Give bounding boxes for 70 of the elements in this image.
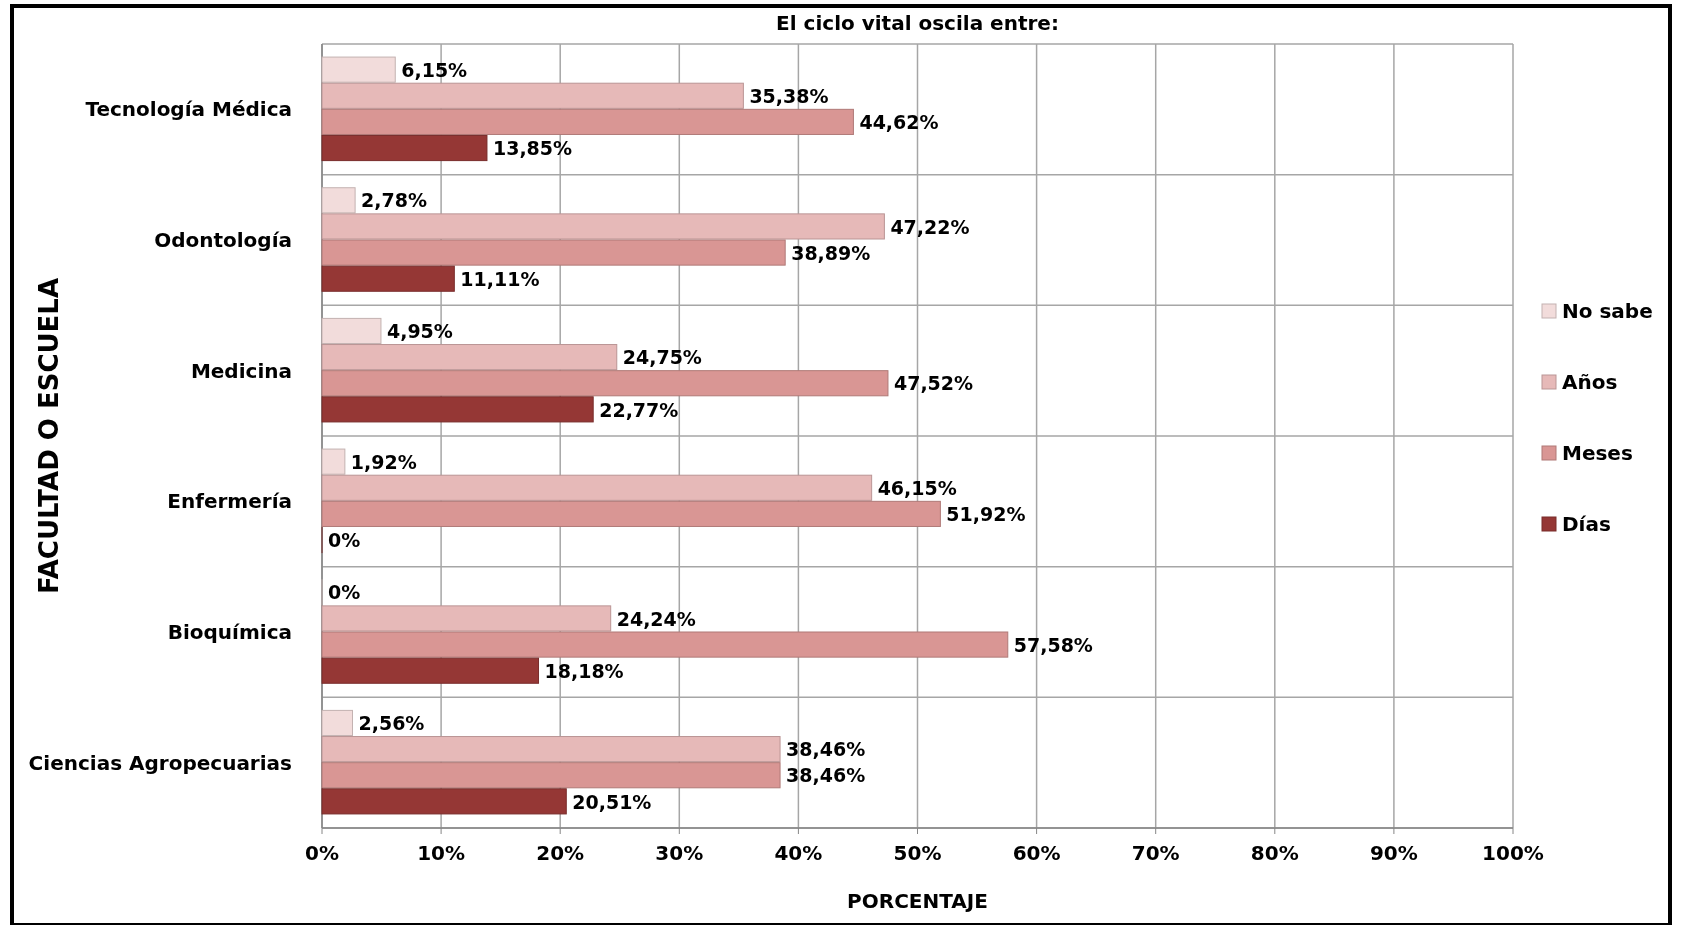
data-label: 1,92% <box>350 450 417 473</box>
bar <box>321 82 744 109</box>
bar <box>321 108 854 135</box>
bar <box>321 736 781 763</box>
data-label: 18,18% <box>544 659 624 682</box>
bar <box>321 213 885 240</box>
x-tick-label: 20% <box>536 841 585 865</box>
data-label: 2,56% <box>358 712 425 735</box>
bar <box>321 344 618 371</box>
data-label: 46,15% <box>877 476 957 499</box>
bar <box>321 265 455 292</box>
x-tick-label: 50% <box>893 841 942 865</box>
data-label: 35,38% <box>749 84 829 107</box>
data-label: 20,51% <box>572 790 652 813</box>
bar <box>321 187 356 214</box>
bar <box>321 134 488 162</box>
bar <box>321 788 567 815</box>
data-label: 47,52% <box>893 372 974 395</box>
y-tick-label: Medicina <box>190 358 292 383</box>
bar <box>321 448 346 475</box>
data-label: 6,15% <box>401 58 468 81</box>
bar <box>321 657 540 684</box>
y-tick-label: Tecnología Médica <box>85 97 292 122</box>
data-label: 57,58% <box>1013 633 1093 656</box>
x-tick-label: 0% <box>305 841 339 865</box>
data-label: 0% <box>328 529 361 552</box>
data-label: 22,77% <box>599 398 679 421</box>
data-label: 4,95% <box>386 320 453 343</box>
x-tick-label: 90% <box>1369 841 1418 865</box>
legend-label: Años <box>1562 370 1618 394</box>
bar <box>321 605 612 632</box>
data-label: 2,78% <box>361 189 428 212</box>
bar <box>321 239 786 266</box>
bar <box>321 370 889 397</box>
bar <box>321 631 1009 658</box>
data-label: 51,92% <box>946 503 1026 526</box>
bar <box>321 317 382 345</box>
data-label: 11,11% <box>460 267 540 290</box>
x-tick-label: 70% <box>1131 841 1180 865</box>
bar <box>321 396 594 423</box>
data-label: 38,46% <box>786 738 866 761</box>
x-tick-label: 60% <box>1012 841 1061 865</box>
y-tick-label: Odontología <box>154 228 292 252</box>
data-label: 44,62% <box>859 111 939 134</box>
x-tick-label: 40% <box>774 841 823 865</box>
data-label: 24,24% <box>616 607 696 630</box>
y-tick-label: Ciencias Agropecuarias <box>28 750 292 775</box>
data-label: 13,85% <box>492 137 573 160</box>
chart-title: El ciclo vital oscila entre: <box>776 11 1059 35</box>
bar <box>321 500 941 527</box>
y-axis-title: FACULTAD O ESCUELA <box>34 277 64 595</box>
x-axis-title: PORCENTAJE <box>847 889 988 913</box>
bar <box>321 762 781 789</box>
legend-label: No sabe <box>1562 299 1653 323</box>
data-label: 47,22% <box>890 215 970 238</box>
data-label: 0% <box>328 581 361 604</box>
bar <box>321 56 396 83</box>
data-label: 38,46% <box>786 764 866 787</box>
bar <box>321 474 873 501</box>
data-label: 24,75% <box>622 346 702 369</box>
x-tick-label: 100% <box>1482 841 1544 865</box>
data-label: 38,89% <box>791 241 871 264</box>
legend-label: Días <box>1562 512 1611 536</box>
y-tick-label: Enfermería <box>167 489 292 514</box>
bar <box>321 709 353 737</box>
x-tick-label: 10% <box>417 841 466 865</box>
y-tick-label: Bioquímica <box>167 620 292 644</box>
x-tick-label: 30% <box>655 841 704 865</box>
x-tick-label: 80% <box>1250 841 1299 865</box>
legend-label: Meses <box>1562 441 1633 465</box>
